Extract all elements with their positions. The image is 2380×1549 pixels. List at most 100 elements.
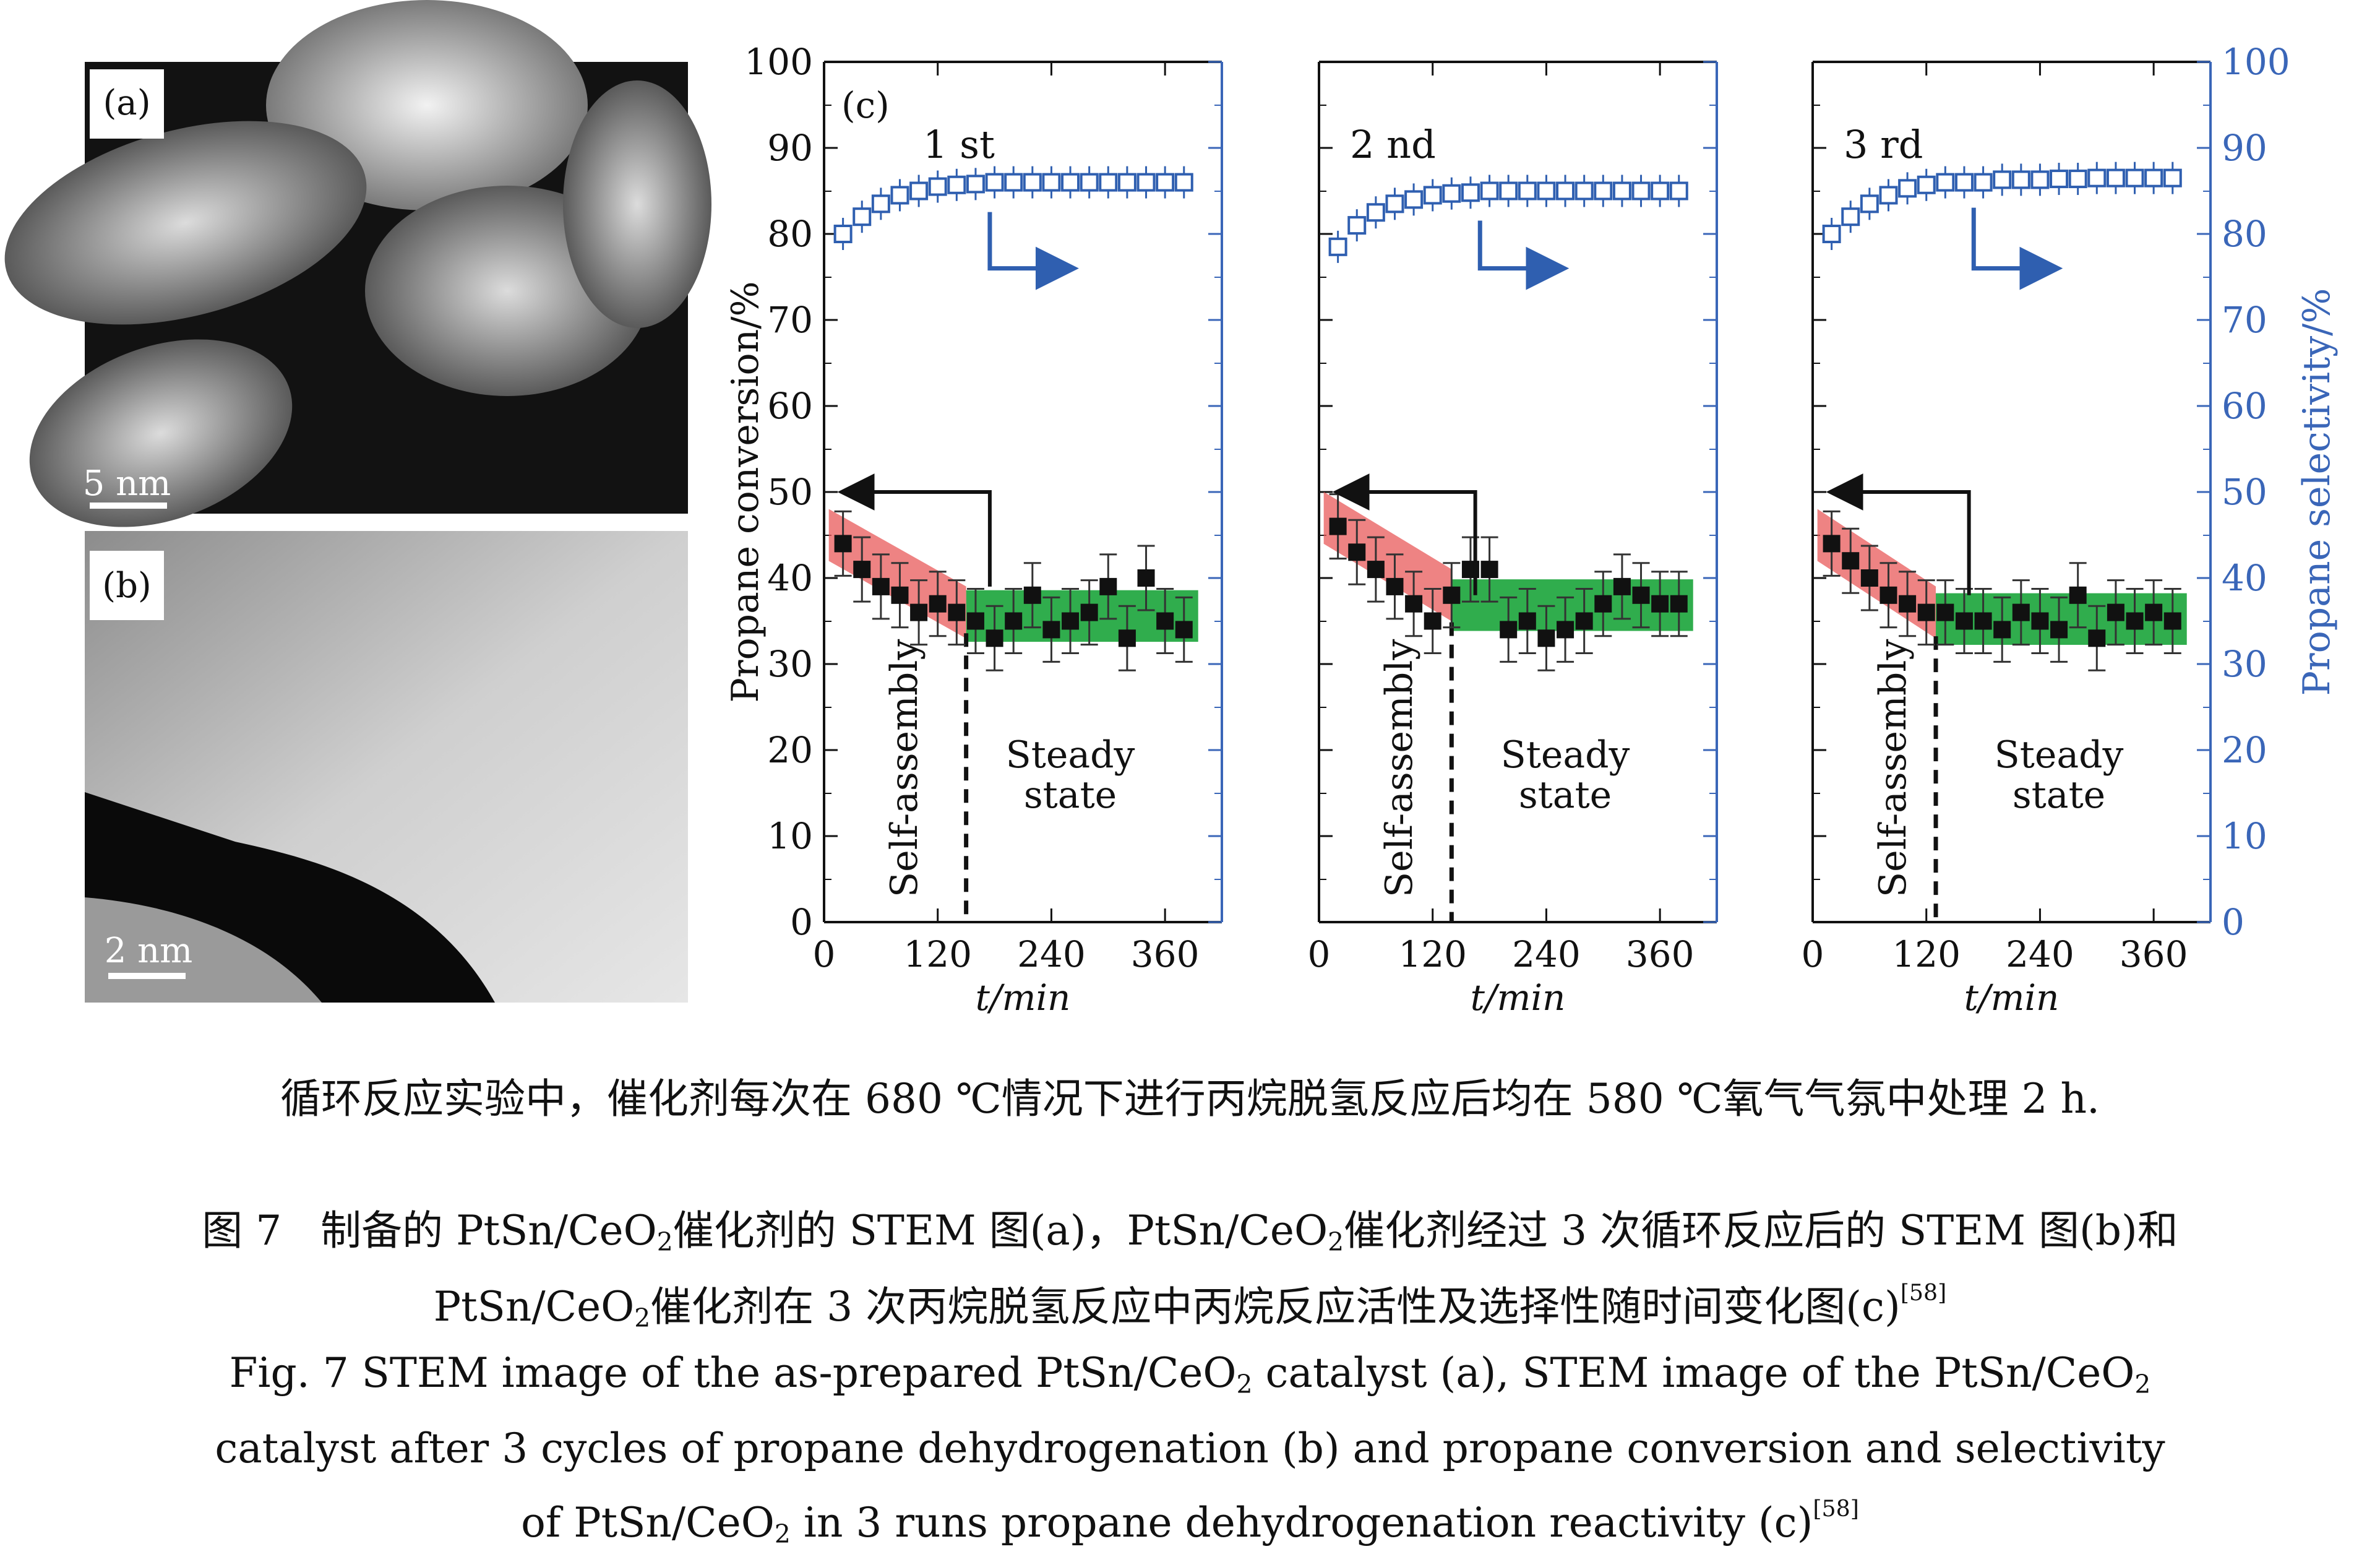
conversion-point [1099, 577, 1117, 595]
conversion-point [1500, 621, 1518, 639]
steady-state-label: Steady [1995, 733, 2124, 777]
conversion-point [1424, 612, 1441, 630]
conversion-point [1005, 612, 1023, 630]
conversion-point [1518, 612, 1536, 630]
selectivity-point [1461, 183, 1480, 202]
run-label: 2 nd [1350, 122, 1436, 167]
selectivity-point [1499, 181, 1518, 201]
caption-en-line1: Fig. 7 STEM image of the as-prepared PtS… [229, 1349, 2151, 1400]
selectivity-point [1651, 181, 1670, 201]
selectivity-point [2144, 168, 2163, 188]
conversion-point [948, 603, 966, 621]
y-tick-label-right: 0 [2222, 901, 2245, 943]
x-axis-label: t/min [976, 977, 1071, 1019]
x-tick-label: 360 [2120, 933, 2188, 975]
selectivity-point [853, 207, 872, 227]
conversion-point [1137, 569, 1155, 587]
selectivity-point [1574, 181, 1594, 201]
y-tick-label-left: 10 [767, 815, 813, 857]
conversion-point [910, 603, 928, 621]
y-tick-label-right: 10 [2222, 815, 2267, 857]
y-tick-label-left: 40 [767, 557, 813, 599]
selectivity-point [1004, 173, 1023, 192]
conversion-point [2069, 586, 2087, 604]
conversion-arrow [1332, 473, 1477, 595]
selectivity-point [1898, 179, 1917, 198]
caption-cn-line2: PtSn/CeO2催化剂在 3 次丙烷脱氢反应中丙烷反应活性及选择性随时间变化图… [433, 1279, 1947, 1334]
selectivity-point [2068, 170, 2087, 189]
panel-c-label: (c) [841, 84, 890, 126]
x-tick-label: 240 [2006, 933, 2074, 975]
selectivity-point [2050, 170, 2069, 189]
run-panel-2: 0 120 240 360 t/min 2 nd Self-assembly Steadyst… [1308, 61, 1718, 1019]
caption-en-line3: of PtSn/CeO2 in 3 runs propane dehydroge… [521, 1495, 1859, 1549]
steady-state-label: Steady [1501, 733, 1630, 777]
stem-image-b: (b) 2 nm [85, 531, 688, 1003]
conversion-point [1118, 629, 1136, 647]
y-tick-label-right: 80 [2222, 213, 2267, 255]
y-tick-label-left: 70 [767, 299, 813, 341]
conversion-point [1670, 595, 1688, 613]
conversion-point [1405, 595, 1423, 613]
conversion-point [2050, 621, 2068, 639]
scale-bar-b [108, 973, 186, 979]
selectivity-point [1347, 216, 1367, 235]
conversion-point [2163, 612, 2181, 630]
x-tick-label: 360 [1131, 933, 1200, 975]
conversion-point [1175, 621, 1193, 639]
selectivity-point [1423, 186, 1442, 205]
selectivity-point [1156, 173, 1175, 192]
conversion-point [1613, 577, 1631, 595]
conversion-point [1823, 535, 1841, 553]
conversion-point [1156, 612, 1174, 630]
selectivity-point [1954, 173, 1974, 192]
conversion-point [2126, 612, 2144, 630]
run-panel-1: 0 10 20 30 40 50 60 70 80 90 100 0 120 240 360 t/min 1 s… [744, 41, 1223, 1019]
steady-state-label: state [2013, 774, 2105, 817]
conversion-point [891, 586, 909, 604]
selectivity-point [1117, 173, 1136, 192]
y-tick-label-right: 50 [2222, 471, 2267, 513]
conversion-point [986, 629, 1003, 647]
selectivity-point [2163, 168, 2182, 188]
y-tick-label-right: 70 [2222, 299, 2267, 341]
conversion-point [1899, 595, 1917, 613]
conversion-point [853, 561, 871, 579]
conversion-point [1329, 517, 1347, 535]
x-tick-label: 120 [903, 933, 972, 975]
selectivity-point [1556, 181, 1575, 201]
selectivity-point [1518, 181, 1537, 201]
y-tick-label-right: 90 [2222, 127, 2267, 169]
selectivity-point [1936, 173, 1955, 192]
conversion-point [1062, 612, 1080, 630]
caption-cn-line1: 图 7 制备的 PtSn/CeO2催化剂的 STEM 图(a)，PtSn/CeO… [202, 1207, 2178, 1258]
selectivity-point [1822, 225, 1841, 243]
selectivity-point [833, 225, 853, 243]
conversion-point [834, 535, 852, 553]
steady-state-label: state [1519, 774, 1612, 817]
selectivity-point [1366, 203, 1385, 222]
conversion-point [966, 612, 984, 630]
y-tick-label-left: 30 [767, 643, 813, 685]
conversion-point [1993, 621, 2011, 639]
selectivity-point [1860, 194, 1879, 214]
conversion-arrow [837, 473, 992, 587]
selectivity-point [1404, 190, 1424, 209]
selectivity-point [928, 177, 947, 196]
run-panel-3: 0 10 20 30 40 50 60 70 80 90 100 0 120 240 360 t/min 3 r… [1802, 41, 2290, 1019]
selectivity-point [966, 175, 985, 194]
conversion-point [1955, 612, 1973, 630]
selectivity-point [1841, 207, 1860, 227]
y-axis-label-right: Propane selectivity/% [2295, 288, 2339, 696]
y-tick-label-left: 100 [744, 41, 813, 83]
selectivity-point [1612, 181, 1631, 201]
self-assembly-label: Self-assembly [883, 639, 926, 897]
self-assembly-band [1323, 491, 1452, 621]
selectivity-point [1879, 186, 1898, 205]
conversion-point [2088, 629, 2106, 647]
selectivity-point [1917, 175, 1936, 194]
y-axis-label-left: Propane conversion/% [724, 281, 767, 702]
selectivity-point [2011, 170, 2030, 189]
y-tick-label-left: 20 [767, 729, 813, 771]
self-assembly-band [828, 509, 966, 639]
